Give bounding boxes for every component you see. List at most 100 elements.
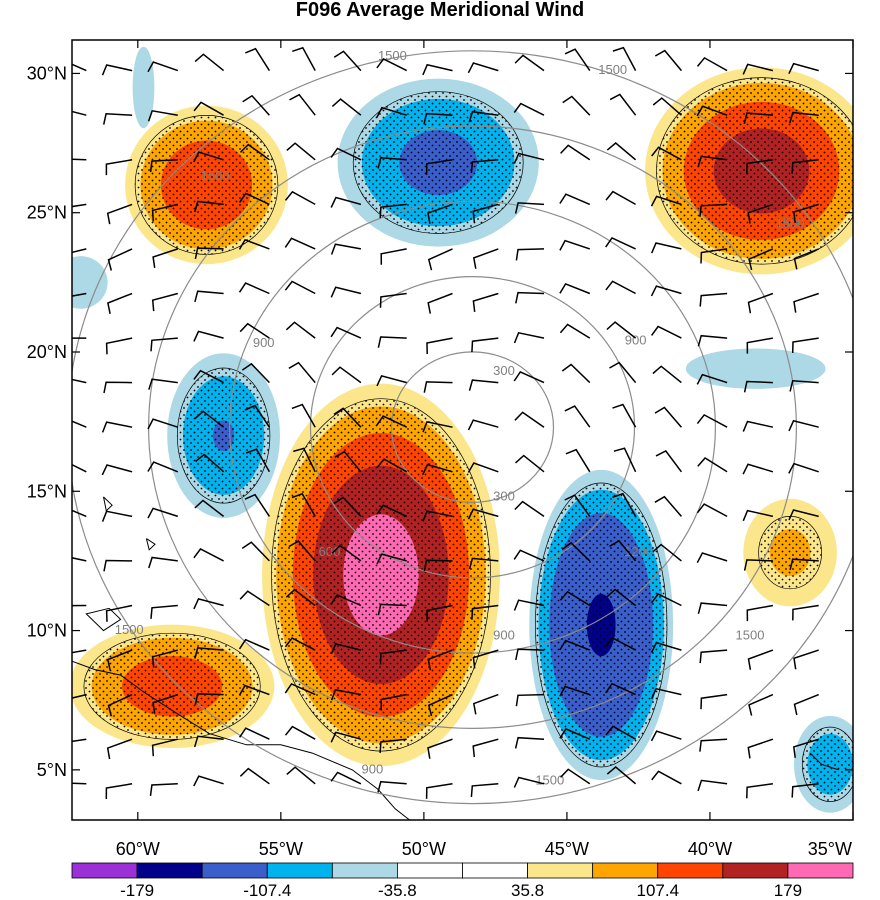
wind-barb <box>612 46 637 71</box>
colorbar: -179 -107.4 -35.8 35.8 107.4 179 <box>71 862 854 900</box>
significance-contour <box>656 77 853 265</box>
wind-barb <box>151 292 178 312</box>
wind-barb <box>72 158 87 161</box>
wind-barb <box>792 738 819 758</box>
wind-barb <box>513 102 545 116</box>
wind-barb <box>193 598 224 610</box>
wind-barb <box>696 503 728 518</box>
range-ring-900km <box>229 200 716 654</box>
stipple-region <box>83 633 261 740</box>
wind-barb <box>330 689 362 701</box>
wind-barb <box>193 548 224 562</box>
wind-barb <box>147 507 179 519</box>
colorbar-box <box>71 862 138 879</box>
wind-barb <box>105 604 133 622</box>
y-tick-label: 15°N <box>27 481 67 501</box>
wind-barb <box>696 413 728 428</box>
colorbar-box <box>331 862 398 879</box>
wind-barb <box>284 683 316 696</box>
wind-barb <box>72 337 87 339</box>
contour-band <box>72 256 108 309</box>
wind-barb <box>292 46 316 71</box>
wind-barb <box>330 326 362 339</box>
wind-barb <box>654 49 682 72</box>
wind-barb <box>239 322 270 339</box>
wind-barb <box>472 738 499 758</box>
wind-barb <box>747 649 774 670</box>
wind-barb <box>72 782 87 785</box>
significance-contour <box>801 726 853 802</box>
wind-barb <box>241 362 270 384</box>
wind-barb <box>793 649 819 670</box>
wind-barb <box>742 509 774 522</box>
wind-barb <box>791 159 819 174</box>
wind-barb <box>746 604 774 622</box>
wind-barb <box>792 604 819 621</box>
wind-barb <box>330 196 362 208</box>
stipple-region <box>177 368 270 504</box>
wind-barbs <box>72 46 819 800</box>
x-axis: 60°W 55°W 50°W 45°W 40°W 35°W <box>116 40 854 859</box>
wind-barb <box>331 544 362 562</box>
wind-barb <box>193 775 224 787</box>
wind-barb <box>376 375 407 387</box>
wind-barb <box>331 366 362 384</box>
wind-barb <box>293 447 316 473</box>
wind-barb <box>334 450 362 473</box>
wind-barb <box>148 378 178 390</box>
wind-barb <box>152 248 179 269</box>
wind-barb <box>655 450 682 473</box>
wind-barb <box>244 404 271 428</box>
wind-barb <box>699 292 728 307</box>
wind-barb <box>107 693 133 717</box>
wind-barb <box>105 159 133 176</box>
wind-barb <box>468 557 499 570</box>
wind-barb <box>422 63 453 76</box>
wind-barb <box>606 321 637 339</box>
wind-barb <box>651 146 682 161</box>
wind-barb <box>193 330 224 342</box>
wind-barb <box>377 780 407 793</box>
range-ring-1500km <box>72 50 853 805</box>
wind-barb <box>72 738 87 743</box>
wind-barb <box>559 193 591 206</box>
wind-barb <box>106 203 133 225</box>
wind-barb <box>101 421 133 433</box>
wind-barb <box>288 361 316 384</box>
wind-barb <box>564 494 591 517</box>
wind-barb <box>241 541 270 562</box>
wind-barb <box>652 97 682 116</box>
range-ring-label: 600 <box>319 544 341 559</box>
wind-barb <box>194 410 225 428</box>
field-feature-10 <box>685 348 826 389</box>
wind-barb <box>472 248 499 269</box>
field-feature-12 <box>72 256 108 309</box>
wind-barb <box>101 64 133 76</box>
x-tick-label: 45°W <box>545 839 589 859</box>
wind-barb <box>103 559 133 572</box>
wind-barb <box>284 637 316 651</box>
wind-barb <box>606 588 637 607</box>
wind-barb <box>423 381 453 393</box>
wind-barb <box>147 109 178 122</box>
wind-barb <box>743 380 773 393</box>
colorbar-label: -107.4 <box>243 881 291 900</box>
wind-barb <box>788 509 819 521</box>
wind-barb <box>379 203 407 219</box>
wind-barb <box>376 504 408 518</box>
wind-barb <box>245 448 271 473</box>
wind-barb <box>514 411 545 428</box>
wind-barb <box>748 248 774 271</box>
wind-barb <box>743 112 773 124</box>
wind-barb <box>147 61 179 73</box>
wind-barb <box>193 101 224 116</box>
wind-barb <box>696 56 728 72</box>
wind-barb <box>743 559 773 571</box>
range-ring-label: 900 <box>493 628 515 643</box>
wind-barb <box>788 419 819 432</box>
colorbar-label: 35.8 <box>511 881 544 900</box>
wind-barb <box>609 93 637 116</box>
wind-barb <box>376 58 408 72</box>
wind-barb <box>238 638 270 651</box>
wind-barb <box>72 420 87 428</box>
